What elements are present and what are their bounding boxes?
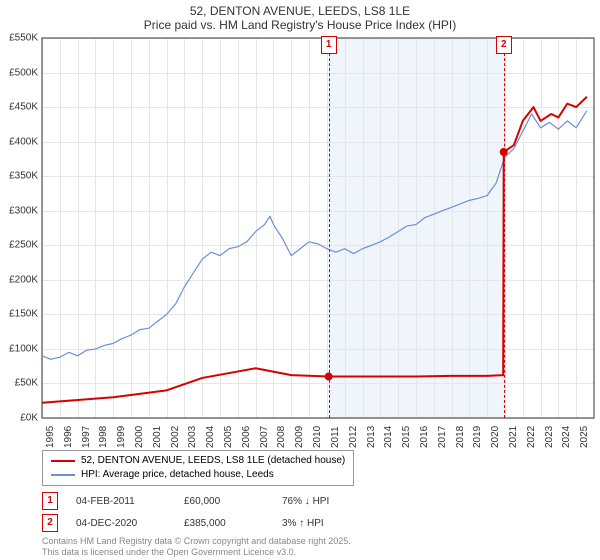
legend-item: HPI: Average price, detached house, Leed… [51,468,345,482]
x-tick-label: 2022 [526,426,537,448]
x-tick-label: 1996 [63,426,74,448]
event-row: 2 04-DEC-2020 £385,000 3% ↑ HPI [42,514,372,532]
y-tick-label: £0K [20,413,38,424]
x-tick-label: 2023 [544,426,555,448]
legend-label: 52, DENTON AVENUE, LEEDS, LS8 1LE (detac… [81,454,345,468]
x-tick-label: 2009 [294,426,305,448]
x-tick-label: 2018 [455,426,466,448]
x-tick-label: 2020 [490,426,501,448]
x-tick-label: 2024 [561,426,572,448]
event-price: £60,000 [184,496,264,507]
y-tick-label: £250K [9,240,38,251]
event-table: 1 04-FEB-2011 £60,000 76% ↓ HPI 2 04-DEC-2020… [42,492,372,536]
plot-area: 12 £0K£50K£100K£150K£200K£250K£300K£350K… [42,38,594,418]
attribution: Contains HM Land Registry data © Crown c… [42,536,351,558]
x-tick-label: 2005 [223,426,234,448]
series-ppd [42,97,587,403]
x-tick-label: 2006 [241,426,252,448]
x-tick-label: 2007 [259,426,270,448]
chart-title-line2: Price paid vs. HM Land Registry's House … [0,18,600,34]
x-tick-label: 2015 [401,426,412,448]
legend: 52, DENTON AVENUE, LEEDS, LS8 1LE (detac… [42,450,354,486]
y-tick-label: £200K [9,274,38,285]
x-tick-label: 1999 [116,426,127,448]
x-tick-label: 2002 [170,426,181,448]
event-date: 04-DEC-2020 [76,518,166,529]
y-tick-label: £500K [9,67,38,78]
x-tick-label: 2019 [472,426,483,448]
y-tick-label: £50K [15,378,38,389]
x-tick-label: 2011 [330,426,341,448]
y-tick-label: £300K [9,205,38,216]
x-tick-label: 2004 [205,426,216,448]
x-tick-label: 2016 [419,426,430,448]
x-tick-label: 2000 [134,426,145,448]
x-tick-label: 2021 [508,426,519,448]
event-hpi-delta: 76% ↓ HPI [282,496,372,507]
x-tick-label: 2025 [579,426,590,448]
attribution-line2: This data is licensed under the Open Gov… [42,547,351,558]
x-tick-label: 1998 [98,426,109,448]
event-badge: 2 [42,514,58,532]
event-row: 1 04-FEB-2011 £60,000 76% ↓ HPI [42,492,372,510]
series-hpi [42,111,587,360]
y-tick-label: £100K [9,343,38,354]
x-tick-label: 2003 [187,426,198,448]
event-price: £385,000 [184,518,264,529]
chart-title-line1: 52, DENTON AVENUE, LEEDS, LS8 1LE [0,0,600,18]
x-tick-label: 2010 [312,426,323,448]
chart-container: 52, DENTON AVENUE, LEEDS, LS8 1LE Price … [0,0,600,560]
x-tick-label: 1995 [45,426,56,448]
y-tick-label: £400K [9,136,38,147]
x-tick-label: 2013 [366,426,377,448]
x-tick-label: 2017 [437,426,448,448]
y-tick-label: £350K [9,171,38,182]
x-tick-label: 1997 [81,426,92,448]
event-marker-1: 1 [321,36,337,54]
event-date: 04-FEB-2011 [76,496,166,507]
x-tick-label: 2001 [152,426,163,448]
x-tick-label: 2008 [276,426,287,448]
y-tick-label: £450K [9,102,38,113]
y-tick-label: £150K [9,309,38,320]
x-tick-label: 2012 [348,426,359,448]
legend-item: 52, DENTON AVENUE, LEEDS, LS8 1LE (detac… [51,454,345,468]
legend-label: HPI: Average price, detached house, Leed… [81,468,274,482]
x-tick-label: 2014 [383,426,394,448]
line-plot [42,38,594,418]
attribution-line1: Contains HM Land Registry data © Crown c… [42,536,351,547]
y-tick-label: £550K [9,33,38,44]
event-hpi-delta: 3% ↑ HPI [282,518,372,529]
event-badge: 1 [42,492,58,510]
event-marker-2: 2 [496,36,512,54]
